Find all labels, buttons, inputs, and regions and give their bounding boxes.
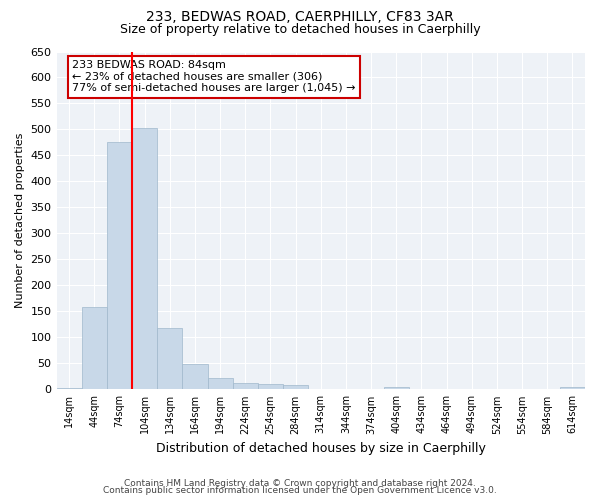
Bar xyxy=(233,383,258,390)
Bar xyxy=(560,388,585,390)
Y-axis label: Number of detached properties: Number of detached properties xyxy=(15,133,25,308)
Bar xyxy=(132,128,157,390)
Text: 233 BEDWAS ROAD: 84sqm
← 23% of detached houses are smaller (306)
77% of semi-de: 233 BEDWAS ROAD: 84sqm ← 23% of detached… xyxy=(73,60,356,93)
Bar xyxy=(107,142,132,390)
Bar xyxy=(182,364,208,390)
Bar xyxy=(258,384,283,390)
Bar xyxy=(56,388,82,390)
Text: Size of property relative to detached houses in Caerphilly: Size of property relative to detached ho… xyxy=(119,22,481,36)
Text: Contains public sector information licensed under the Open Government Licence v3: Contains public sector information licen… xyxy=(103,486,497,495)
X-axis label: Distribution of detached houses by size in Caerphilly: Distribution of detached houses by size … xyxy=(156,442,486,455)
Bar xyxy=(157,328,182,390)
Text: 233, BEDWAS ROAD, CAERPHILLY, CF83 3AR: 233, BEDWAS ROAD, CAERPHILLY, CF83 3AR xyxy=(146,10,454,24)
Bar xyxy=(283,386,308,390)
Text: Contains HM Land Registry data © Crown copyright and database right 2024.: Contains HM Land Registry data © Crown c… xyxy=(124,478,476,488)
Bar xyxy=(208,378,233,390)
Bar xyxy=(82,308,107,390)
Bar xyxy=(383,387,409,390)
